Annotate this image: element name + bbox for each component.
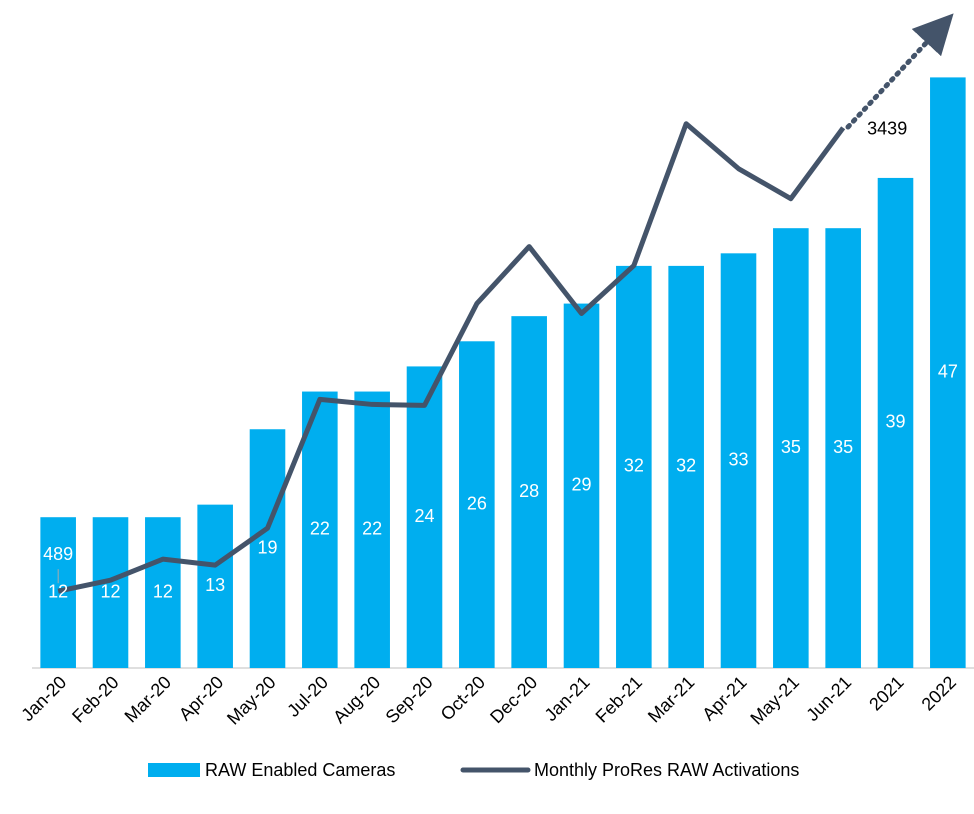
bar <box>406 366 443 668</box>
bar-value-label: 22 <box>310 519 330 539</box>
bar <box>302 391 338 668</box>
x-tick-label: Jul-20 <box>283 672 332 721</box>
bar-value-label: 39 <box>885 412 905 432</box>
bar <box>877 177 914 668</box>
x-tick-label: Jan-20 <box>17 672 70 725</box>
trend-arrow <box>845 13 954 130</box>
bar-value-label: 33 <box>728 449 748 469</box>
bar <box>40 517 76 668</box>
bar <box>930 77 966 668</box>
bar-value-label: 12 <box>48 581 68 601</box>
x-tick-label: Jan-21 <box>541 672 594 725</box>
line <box>57 121 846 594</box>
bar-value-label: 32 <box>624 456 644 476</box>
x-tick-label: Aug-20 <box>329 672 384 727</box>
bar-value-label: 47 <box>938 361 958 381</box>
bar-value-label: 12 <box>100 581 120 601</box>
line-value-label: 3439 <box>867 119 907 139</box>
x-tick-label: Feb-21 <box>592 672 646 726</box>
x-tick-label: Apr-21 <box>698 672 750 724</box>
bar-value-label: 12 <box>153 581 173 601</box>
bar-value-label: 32 <box>676 456 696 476</box>
legend-label: RAW Enabled Cameras <box>205 760 395 780</box>
x-tick-label: Mar-20 <box>121 672 175 726</box>
bar <box>249 429 286 668</box>
x-tick-label: 2021 <box>865 672 907 714</box>
bar <box>720 253 757 669</box>
bar <box>511 316 547 668</box>
bar <box>92 517 129 668</box>
bar-value-label: 19 <box>257 537 277 557</box>
bar <box>563 303 600 668</box>
line-value-label: 489 <box>43 544 73 564</box>
bar-value-label: 26 <box>467 493 487 513</box>
bar-value-label: 13 <box>205 575 225 595</box>
x-tick-label: Jun-21 <box>802 672 855 725</box>
bar <box>825 228 861 669</box>
bar <box>145 517 181 668</box>
bar <box>354 391 390 668</box>
x-tick-label: 2022 <box>918 672 960 714</box>
bar <box>197 504 233 668</box>
x-tick-label: Feb-20 <box>68 672 122 726</box>
bar <box>459 341 495 668</box>
x-tick-label: May-20 <box>223 672 280 729</box>
x-tick-label: Mar-21 <box>644 672 698 726</box>
x-tick-label: Dec-20 <box>486 672 541 727</box>
bar <box>616 265 652 668</box>
legend-label: Monthly ProRes RAW Activations <box>534 760 799 780</box>
bar <box>773 228 809 669</box>
bar-value-label: 29 <box>571 475 591 495</box>
bar-value-label: 24 <box>414 506 434 526</box>
x-tick-label: May-21 <box>746 672 803 729</box>
x-tick-label: Apr-20 <box>175 672 227 724</box>
bar-value-label: 22 <box>362 519 382 539</box>
bar-value-label: 35 <box>781 437 801 457</box>
x-tick-label: Oct-20 <box>437 672 489 724</box>
bar-value-label: 35 <box>833 437 853 457</box>
bar <box>668 265 704 668</box>
bar-value-label: 28 <box>519 481 539 501</box>
legend-swatch <box>148 763 200 777</box>
x-tick-label: Sep-20 <box>381 672 436 727</box>
